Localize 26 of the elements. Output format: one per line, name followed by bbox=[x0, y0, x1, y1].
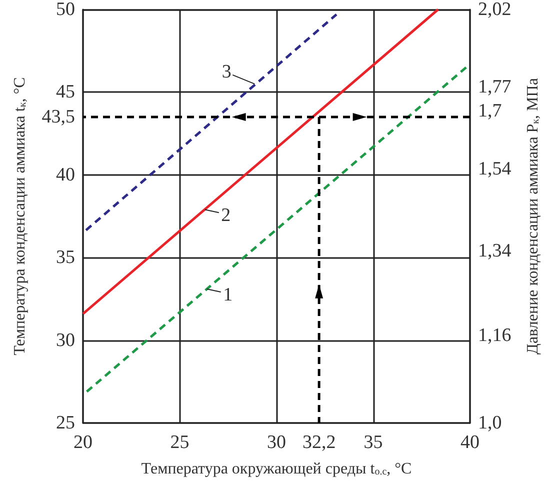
x-tick-label: 25 bbox=[170, 432, 190, 453]
annotation: 3 bbox=[222, 61, 232, 82]
y-tick-label: 45 bbox=[56, 82, 75, 103]
x-tick-label: 32,2 bbox=[302, 432, 336, 453]
y2-tick-label: 2,02 bbox=[478, 0, 512, 20]
x-tick-label: 20 bbox=[74, 432, 92, 453]
x-axis-title: Температура окружающей среды tо.с, °C bbox=[141, 460, 412, 478]
y2-tick-label: 1,16 bbox=[478, 325, 512, 346]
x-tick-label: 40 bbox=[460, 432, 480, 453]
y2-axis-title: Давление конденсации аммиака Pк, МПа bbox=[524, 78, 542, 354]
y2-tick-label: 1,77 bbox=[478, 76, 512, 98]
y2-tick-label: 1,0 bbox=[478, 412, 502, 434]
x-tick-label: 35 bbox=[364, 432, 383, 453]
annotation: 2 bbox=[221, 205, 231, 226]
x-tick-label: 30 bbox=[267, 432, 286, 453]
y-axis-title: Температура конденсации аммиака tк, °C bbox=[12, 77, 28, 356]
y2-tick-label: 1,7 bbox=[478, 100, 502, 122]
y2-tick-label: 1,54 bbox=[478, 158, 512, 180]
y-tick-label: 50 bbox=[56, 0, 75, 20]
y-tick-label: 25 bbox=[56, 412, 75, 434]
y-tick-label: 35 bbox=[56, 247, 75, 268]
y2-tick-label: 1,34 bbox=[478, 240, 512, 262]
annotation: 1 bbox=[223, 284, 233, 306]
y-tick-label: 30 bbox=[56, 330, 75, 351]
y-tick-label: 43,5 bbox=[42, 106, 75, 128]
y-tick-label: 40 bbox=[56, 164, 75, 186]
